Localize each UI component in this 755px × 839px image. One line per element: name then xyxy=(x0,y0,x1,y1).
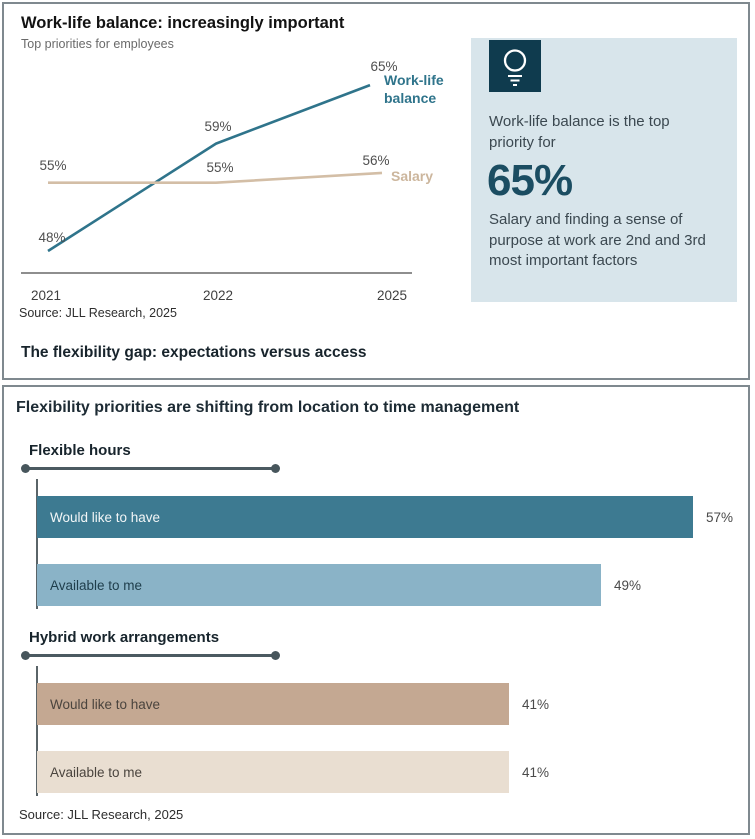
group-heading-flexible-hours: Flexible hours xyxy=(29,442,131,459)
series-label-salary: Salary xyxy=(391,168,433,184)
bar-label: Available to me xyxy=(50,577,143,593)
bar-flexible-would-like: Would like to have xyxy=(37,496,693,538)
section-heading-flexibility-gap: The flexibility gap: expectations versus… xyxy=(21,344,367,361)
source-note: Source: JLL Research, 2025 xyxy=(19,807,184,822)
bar-label: Would like to have xyxy=(50,696,161,712)
bar-label: Available to me xyxy=(50,764,143,780)
bar-row-hybrid-available: Available to me 41% xyxy=(37,751,549,793)
point-label: 55% xyxy=(39,158,66,173)
page-title: Work-life balance: increasingly importan… xyxy=(21,14,345,32)
series-label-work-life: balance xyxy=(384,90,436,106)
range-line-decoration xyxy=(21,651,280,659)
bar-value-label: 57% xyxy=(706,509,734,525)
callout-body-text: Salary and finding a sense of purpose at… xyxy=(489,211,706,270)
bar-row-flexible-would-like: Would like to have 57% xyxy=(37,496,733,538)
callout-intro-text: Work-life balance is the top priority fo… xyxy=(489,113,670,151)
point-label: 55% xyxy=(206,160,233,175)
point-label: 48% xyxy=(38,230,65,245)
point-label: 59% xyxy=(204,119,231,134)
group-heading-hybrid-work: Hybrid work arrangements xyxy=(29,629,220,646)
line-chart: 48% 59% 65% 55% 55% 56% Work-life balanc… xyxy=(21,59,444,303)
lightbulb-icon xyxy=(503,49,527,86)
x-tick-label: 2021 xyxy=(31,288,61,303)
bar-value-label: 41% xyxy=(522,696,550,712)
x-tick-label: 2025 xyxy=(377,288,407,303)
worklife-line-chart-panel: Work-life balance: increasingly importan… xyxy=(2,2,750,380)
chart-subtitle: Top priorities for employees xyxy=(21,37,174,51)
bar-axis-line xyxy=(36,479,38,609)
series-label-work-life: Work-life xyxy=(384,72,444,88)
bar-chart-title: Flexibility priorities are shifting from… xyxy=(16,399,520,416)
bar-hybrid-available: Available to me xyxy=(37,751,509,793)
icon-tile xyxy=(489,40,541,92)
bar-flexible-available: Available to me xyxy=(37,564,601,606)
work-life-line xyxy=(47,83,371,253)
bar-row-flexible-available: Available to me 49% xyxy=(37,564,641,606)
callout-big-value: 65% xyxy=(487,156,573,205)
insight-callout-box: Work-life balance is the top priority fo… xyxy=(471,38,737,302)
bar-hybrid-would-like: Would like to have xyxy=(37,683,509,725)
source-note: Source: JLL Research, 2025 xyxy=(19,306,177,320)
bar-value-label: 49% xyxy=(614,577,642,593)
bar-value-label: 41% xyxy=(522,764,550,780)
range-line-decoration xyxy=(21,464,280,472)
point-label: 56% xyxy=(362,153,389,168)
bar-axis-line xyxy=(36,666,38,796)
bar-row-hybrid-would-like: Would like to have 41% xyxy=(37,683,549,725)
salary-line xyxy=(48,171,383,184)
point-label: 65% xyxy=(370,59,397,74)
flexibility-bar-chart-panel: Flexibility priorities are shifting from… xyxy=(2,385,750,835)
bar-label: Would like to have xyxy=(50,509,161,525)
x-tick-label: 2022 xyxy=(203,288,233,303)
